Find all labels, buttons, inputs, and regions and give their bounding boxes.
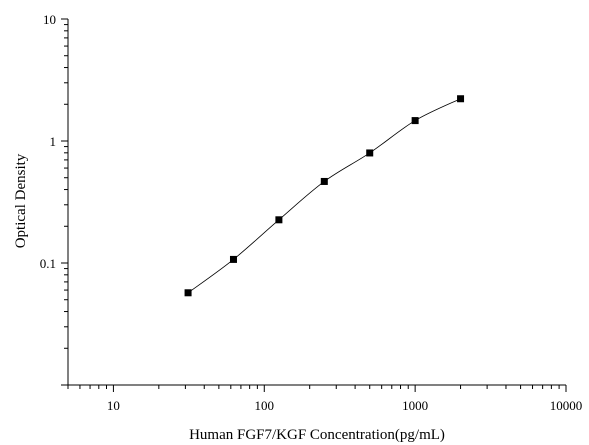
fit-curve: [187, 98, 461, 294]
data-point: [184, 289, 192, 297]
data-point: [275, 216, 283, 224]
y-tick-label: 0.1: [40, 256, 56, 271]
x-axis-label: Human FGF7/KGF Concentration(pg/mL): [189, 427, 445, 443]
y-tick-label: 1: [50, 134, 57, 149]
y-axis-label: Optical Density: [13, 153, 29, 248]
x-tick-label: 10000: [550, 398, 583, 413]
x-tick-label: 1000: [402, 398, 428, 413]
data-point: [366, 149, 374, 157]
x-axis-tick-labels: 10 100 1000 10000: [107, 398, 582, 413]
data-point: [457, 95, 465, 103]
y-tick-label: 10: [43, 12, 56, 27]
y-axis-ticks: [61, 18, 68, 386]
x-tick-label: 10: [107, 398, 120, 413]
data-points: [184, 95, 465, 297]
data-point: [229, 255, 237, 263]
data-point: [320, 177, 328, 185]
axes: [67, 19, 566, 386]
data-point: [411, 117, 419, 125]
y-axis-tick-labels: 0.1 1 10: [40, 12, 56, 271]
x-tick-label: 100: [255, 398, 275, 413]
x-axis-ticks: [67, 385, 567, 392]
